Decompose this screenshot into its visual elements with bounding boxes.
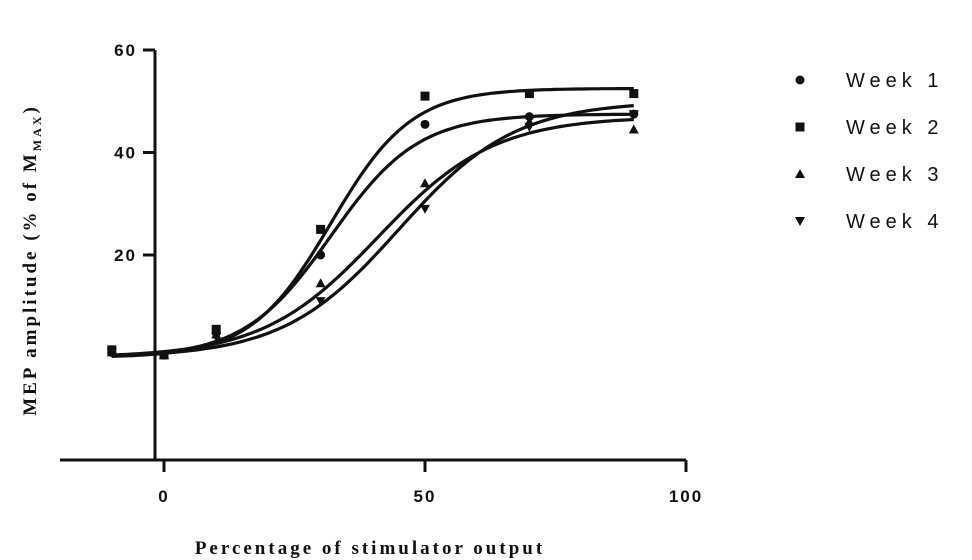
x-axis-title: Percentage of stimulator output — [195, 538, 545, 559]
legend-marker-week-4 — [795, 217, 805, 226]
point-week-2-6 — [629, 89, 639, 99]
point-week-4-2 — [211, 333, 222, 342]
point-week-1-3 — [316, 250, 326, 260]
point-week-2-4 — [420, 91, 430, 101]
point-week-3-4 — [420, 178, 430, 188]
legend-marker-week-2 — [795, 122, 805, 132]
legend-label-week-4: Week 4 — [846, 211, 943, 233]
curve-week-1 — [111, 112, 634, 358]
legend-marker-week-3 — [795, 169, 805, 178]
point-week-4-5 — [524, 122, 535, 132]
curve-week-3 — [111, 117, 634, 357]
legend-label-week-1: Week 1 — [846, 70, 943, 92]
legend-marker-week-1 — [795, 75, 805, 85]
point-week-1-5 — [524, 112, 534, 122]
y-axis-title-group: MEP amplitude (% of MMAX) — [20, 104, 44, 416]
y-tick-label-20: 20 — [114, 246, 137, 265]
y-axis-title-close: ) — [20, 104, 41, 113]
point-week-3-3 — [315, 278, 326, 288]
point-week-4-6 — [628, 110, 639, 120]
point-week-1-4 — [420, 119, 430, 129]
point-week-4-0 — [106, 348, 117, 358]
y-axis-title-subscript: MAX — [30, 114, 44, 152]
legend-label-week-3: Week 3 — [846, 164, 943, 186]
data-markers — [106, 89, 639, 360]
point-week-4-1 — [159, 350, 169, 360]
x-tick-label-0: 0 — [158, 487, 169, 506]
x-tick-label-50: 50 — [414, 487, 437, 506]
y-axis-title: MEP amplitude (% of MMAX) — [20, 104, 44, 416]
y-tick-label-40: 40 — [114, 144, 137, 163]
point-week-4-3 — [315, 297, 326, 307]
legend: Week 1 Week 2 Week 3 Week 4 — [795, 70, 943, 233]
legend-label-week-2: Week 2 — [846, 117, 943, 139]
x-tick-label-100: 100 — [669, 487, 703, 506]
curve-week-4 — [111, 104, 634, 358]
point-week-3-6 — [628, 124, 639, 134]
y-axis-title-main: MEP amplitude (% of M — [20, 151, 41, 416]
fitted-curves — [111, 87, 634, 358]
point-week-2-2 — [211, 324, 221, 334]
point-week-2-3 — [316, 224, 326, 234]
ticks: 0 50 100 20 40 60 — [114, 41, 703, 506]
point-week-4-4 — [420, 204, 430, 214]
point-week-2-5 — [524, 89, 534, 99]
y-tick-label-60: 60 — [114, 41, 137, 60]
